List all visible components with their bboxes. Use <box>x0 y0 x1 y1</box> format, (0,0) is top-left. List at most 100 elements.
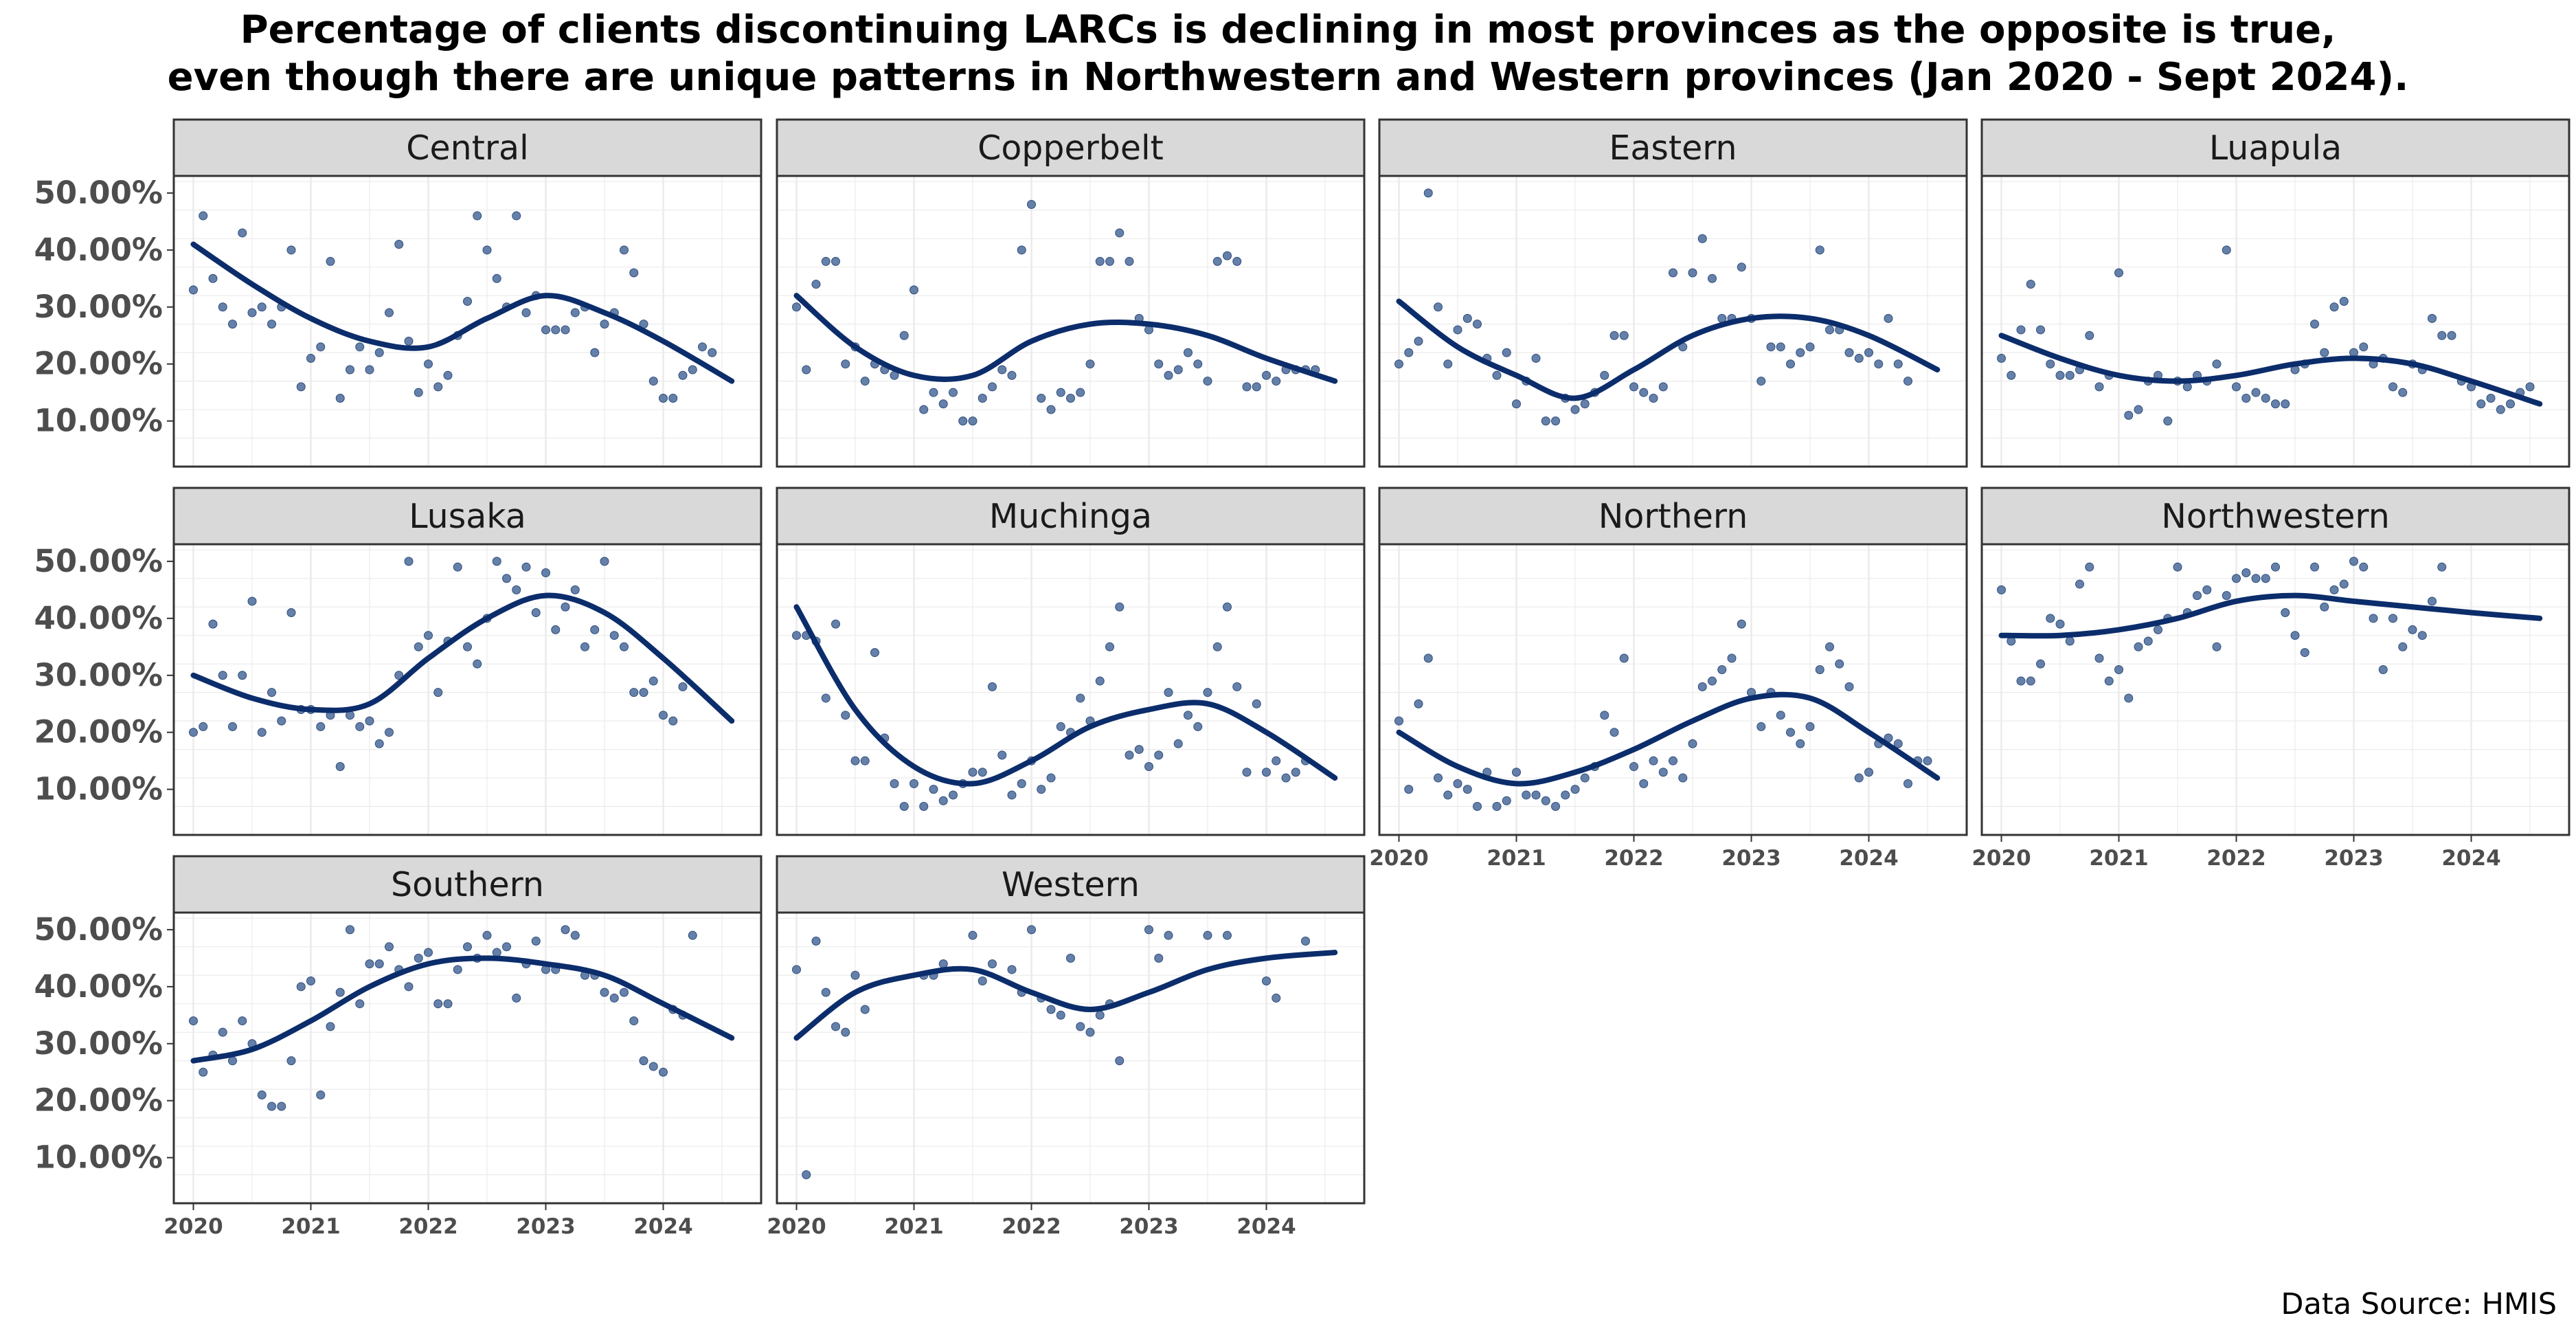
data-point <box>1864 348 1873 357</box>
data-point <box>189 728 198 737</box>
data-point <box>648 377 658 386</box>
data-point <box>792 965 801 974</box>
data-point <box>590 625 600 634</box>
data-point <box>208 273 218 283</box>
data-point <box>708 348 717 357</box>
data-point <box>1262 768 1271 777</box>
data-point <box>2222 245 2231 255</box>
x-tick-label: 2024 <box>2441 846 2500 871</box>
data-point <box>1669 756 1677 766</box>
data-point <box>2232 382 2241 392</box>
data-point <box>1580 399 1590 409</box>
data-point <box>1203 688 1212 697</box>
data-point <box>1600 370 1609 380</box>
data-point <box>2085 562 2094 572</box>
data-point <box>1619 331 1629 340</box>
panel-border <box>1980 175 2571 468</box>
data-point <box>1737 263 1746 272</box>
data-point <box>1688 268 1697 278</box>
data-point <box>1262 370 1271 380</box>
data-point <box>316 342 326 352</box>
data-point <box>1017 245 1026 255</box>
trend-line <box>1396 691 1941 787</box>
facet-strip <box>776 487 1366 546</box>
panel-border <box>776 175 1366 468</box>
y-tick-label: 30.00% <box>34 657 163 693</box>
data-point <box>1658 382 1668 392</box>
data-point <box>473 659 482 669</box>
data-point <box>247 596 257 606</box>
data-point <box>2143 636 2153 646</box>
chart-title-line-2: even though there are unique patterns in… <box>168 55 2409 100</box>
data-point <box>1443 790 1453 800</box>
data-point <box>238 1016 247 1026</box>
data-point <box>1105 256 1114 266</box>
trend-line <box>793 604 1338 787</box>
data-point <box>355 722 365 731</box>
data-point <box>841 359 850 369</box>
data-point <box>1076 693 1085 703</box>
data-point <box>561 325 570 335</box>
panel-border <box>776 543 1366 836</box>
data-point <box>2320 602 2329 612</box>
data-point <box>2026 676 2035 686</box>
data-point <box>2085 331 2094 340</box>
data-point <box>1462 313 1472 323</box>
data-point <box>2173 562 2182 572</box>
data-point <box>629 1016 639 1026</box>
data-point <box>394 671 404 680</box>
data-point <box>870 648 879 658</box>
data-point <box>424 948 433 957</box>
data-point <box>988 382 997 392</box>
facet-panel-western: Western 2020 2021 2022 2023 2024 <box>767 855 1366 1239</box>
data-point <box>698 342 707 352</box>
data-point <box>1007 790 1017 800</box>
data-point <box>1203 377 1212 386</box>
data-point <box>968 930 978 940</box>
data-point <box>1164 688 1173 697</box>
data-point <box>949 790 958 800</box>
data-point <box>1697 234 1707 243</box>
data-point <box>2007 370 2016 380</box>
panel-border <box>1378 175 1968 468</box>
data-point <box>267 1102 276 1111</box>
data-point <box>2310 320 2319 329</box>
data-point <box>2496 405 2505 414</box>
data-point <box>521 308 531 317</box>
data-point <box>958 416 968 426</box>
data-point <box>1443 359 1453 369</box>
data-point <box>1756 377 1766 386</box>
data-point <box>2251 388 2261 397</box>
data-point <box>2065 636 2075 646</box>
data-point <box>1786 359 1795 369</box>
data-point <box>218 1027 227 1037</box>
data-point <box>2163 416 2173 426</box>
data-source-caption: Data Source: HMIS <box>2281 1287 2557 1321</box>
data-point <box>1027 925 1036 935</box>
data-point <box>463 942 472 952</box>
x-tick-label: 2021 <box>884 1214 943 1239</box>
data-point <box>257 302 267 312</box>
data-point <box>228 320 237 329</box>
data-points <box>1997 245 2535 426</box>
data-point <box>1717 665 1727 674</box>
data-point <box>968 768 978 777</box>
data-point <box>238 228 247 238</box>
data-point <box>551 625 561 634</box>
facet-panel-muchinga: Muchinga <box>776 487 1366 836</box>
data-point <box>247 308 257 317</box>
data-point <box>502 574 511 583</box>
x-tick-label: 2022 <box>1604 846 1663 871</box>
data-point <box>890 779 899 788</box>
data-point <box>1212 256 1222 266</box>
data-point <box>1756 722 1766 731</box>
data-point <box>678 682 688 691</box>
data-point <box>1629 382 1638 392</box>
data-point <box>792 631 801 640</box>
data-point <box>2506 399 2515 409</box>
data-point <box>988 959 997 969</box>
data-point <box>1609 728 1619 737</box>
facet-label-muchinga: Muchinga <box>989 497 1152 536</box>
data-point <box>997 750 1007 760</box>
data-point <box>1434 302 1443 312</box>
